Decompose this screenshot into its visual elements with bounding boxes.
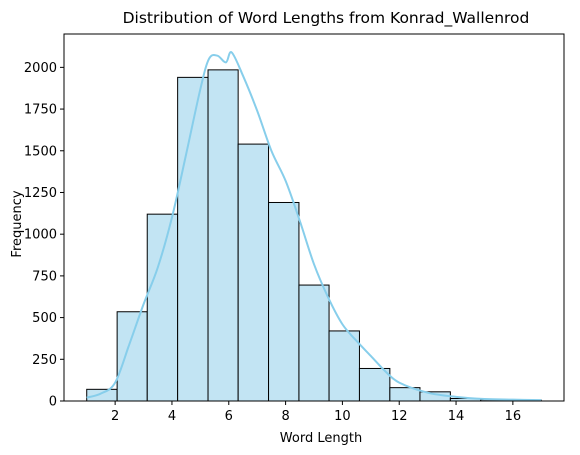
chart-title: Distribution of Word Lengths from Konrad… <box>123 9 530 28</box>
histogram-bar-6 <box>237 143 270 402</box>
histogram-bars <box>86 69 542 402</box>
x-axis-label: Word Length <box>280 431 362 446</box>
y-tick-label: 250 <box>32 353 57 368</box>
y-tick-label: 1250 <box>24 186 57 201</box>
y-tick-label: 1750 <box>24 103 57 118</box>
y-tick-label: 500 <box>32 311 57 326</box>
y-axis-ticks: 0 250 500 750 1000 1250 1500 1750 2000 <box>24 61 64 410</box>
histogram-bar-7 <box>268 201 300 402</box>
x-tick-label: 12 <box>391 409 408 424</box>
y-axis-label: Frequency <box>10 190 25 257</box>
histogram-bar-1 <box>86 388 118 402</box>
histogram-bar-9 <box>328 330 360 402</box>
x-tick-label: 16 <box>505 409 522 424</box>
x-tick-label: 10 <box>334 409 351 424</box>
histogram-bar-3 <box>146 213 179 402</box>
x-tick-label: 2 <box>111 409 119 424</box>
histogram-bar-8 <box>298 284 330 402</box>
histogram-bar-2 <box>116 311 148 402</box>
histogram-bar-10 <box>358 367 391 402</box>
histogram-bar-4 <box>177 76 209 402</box>
kde-curve <box>86 51 542 402</box>
x-tick-label: 8 <box>281 409 289 424</box>
x-axis-ticks: 2 4 6 8 10 12 14 16 <box>111 401 521 424</box>
y-tick-label: 2000 <box>24 61 57 76</box>
x-tick-label: 4 <box>168 409 176 424</box>
y-tick-label: 1000 <box>24 228 57 243</box>
y-tick-label: 0 <box>49 395 57 410</box>
y-tick-label: 750 <box>32 269 57 284</box>
histogram-bar-5 <box>207 69 239 402</box>
y-tick-label: 1500 <box>24 144 57 159</box>
x-tick-label: 6 <box>225 409 233 424</box>
plot-frame <box>63 33 565 402</box>
x-tick-label: 14 <box>448 409 465 424</box>
